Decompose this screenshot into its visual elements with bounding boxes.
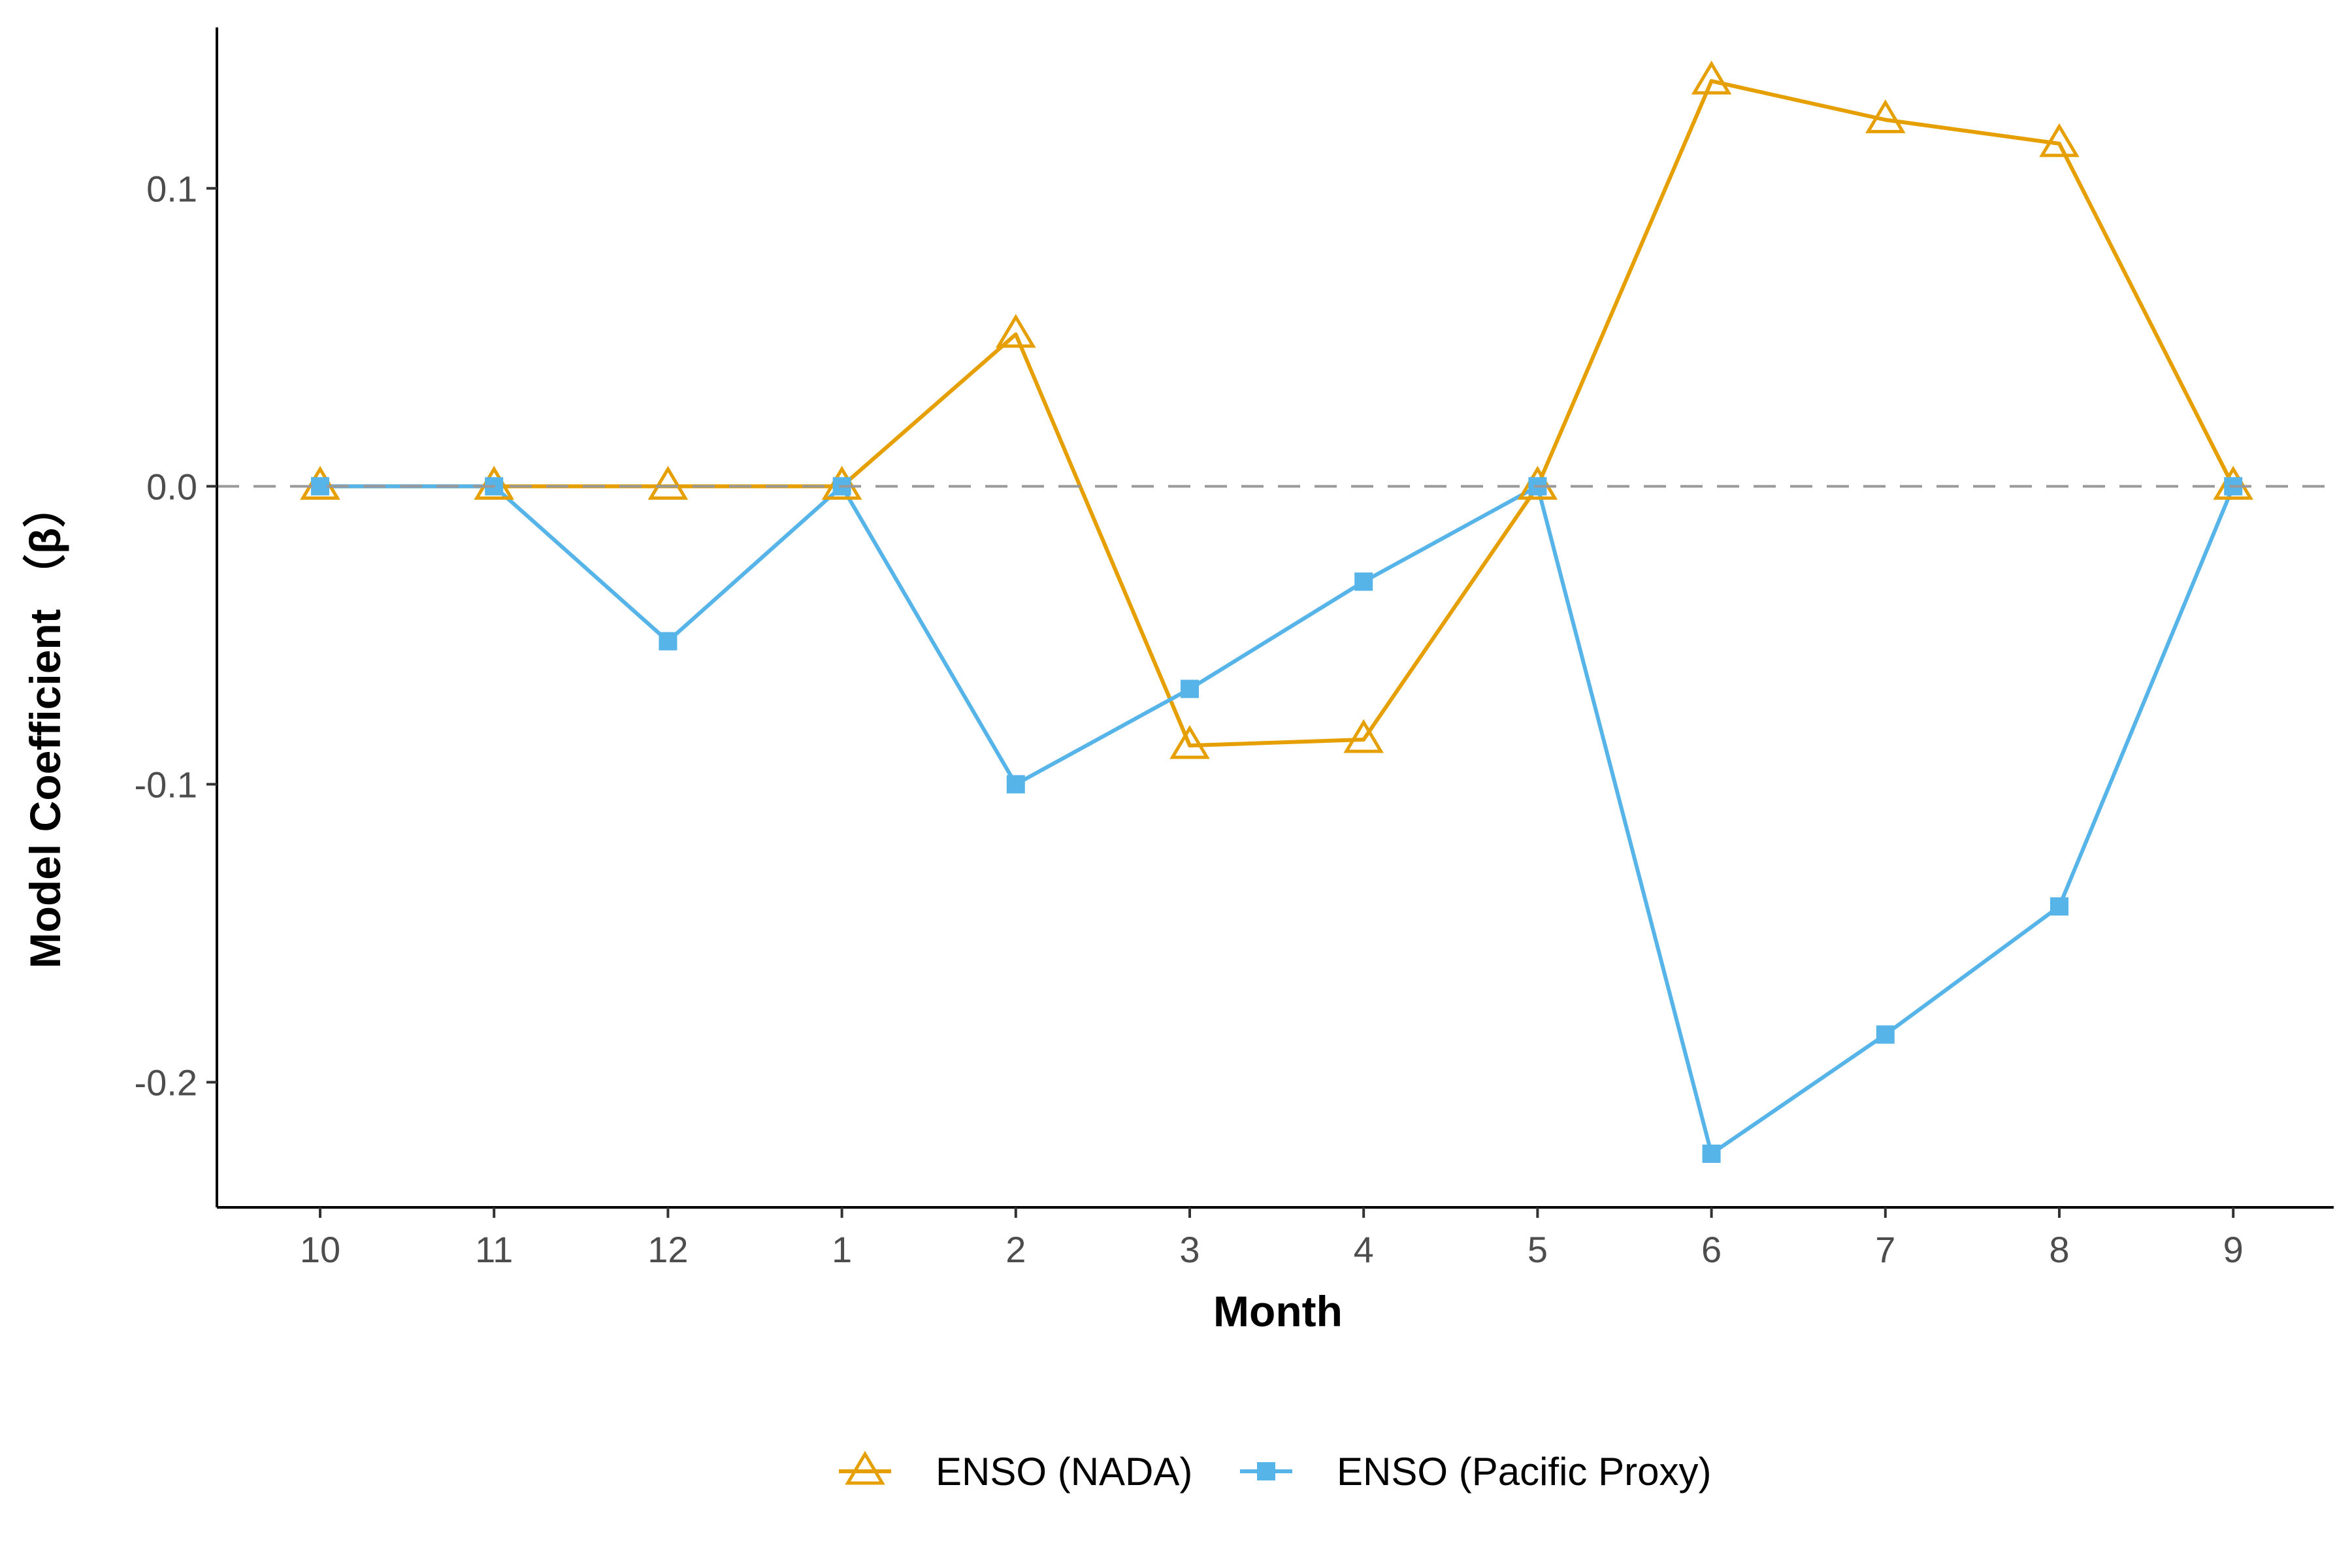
data-point — [2050, 897, 2068, 916]
x-tick-label: 3 — [1179, 1229, 1200, 1270]
legend-swatch-marker — [845, 1450, 885, 1485]
data-point — [311, 477, 329, 496]
data-point — [1702, 1144, 1721, 1163]
axes: -0.2-0.10.00.110 11 12 1 2 3 4 5 6 7 8 9 — [135, 27, 2334, 1270]
x-tick-label: 11 — [475, 1229, 513, 1270]
legend-label: ENSO (NADA) — [936, 1450, 1192, 1494]
data-point — [1343, 719, 1384, 753]
y-axis-title: Model Coefficient （β） — [21, 485, 69, 969]
data-point — [1876, 1025, 1895, 1044]
x-tick-label: 7 — [1875, 1229, 1895, 1270]
legend: ENSO (NADA) ENSO (Pacific Proxy) — [839, 1450, 1711, 1494]
y-tick-label: -0.1 — [135, 764, 198, 805]
data-point — [659, 632, 678, 651]
data-point — [1181, 679, 1199, 698]
y-tick-label: -0.2 — [135, 1062, 198, 1103]
y-tick-label: 0.1 — [146, 168, 197, 209]
data-point — [1865, 99, 1906, 133]
x-tick-label: 12 — [647, 1229, 688, 1270]
data-point — [1691, 60, 1732, 95]
legend-label: ENSO (Pacific Proxy) — [1337, 1450, 1711, 1494]
y-tick-label: 0.0 — [146, 466, 197, 507]
legend-item-1: ENSO (NADA) — [839, 1450, 1192, 1494]
x-tick-label: 8 — [2049, 1229, 2069, 1270]
series-lines — [320, 79, 2235, 1156]
data-point — [647, 466, 689, 500]
legend-item-2: ENSO (Pacific Proxy) — [1240, 1450, 1711, 1494]
data-point — [1354, 572, 1373, 591]
series-line-2 — [320, 484, 2235, 1156]
x-tick-label: 5 — [1527, 1229, 1548, 1270]
x-axis-title: Month — [1213, 1287, 1343, 1335]
x-tick-label: 9 — [2223, 1229, 2244, 1270]
x-tick-label: 4 — [1354, 1229, 1374, 1270]
data-point — [2039, 123, 2080, 157]
series-line-1 — [320, 79, 2235, 748]
x-tick-label: 1 — [832, 1229, 852, 1270]
data-point — [1006, 775, 1025, 794]
data-point — [1169, 725, 1210, 759]
x-tick-label: 2 — [1005, 1229, 1026, 1270]
data-point — [996, 314, 1036, 348]
x-tick-label: 10 — [300, 1229, 340, 1270]
series-markers — [300, 60, 2253, 1163]
x-tick-label: 6 — [1701, 1229, 1722, 1270]
legend-swatch-marker — [1257, 1462, 1275, 1480]
